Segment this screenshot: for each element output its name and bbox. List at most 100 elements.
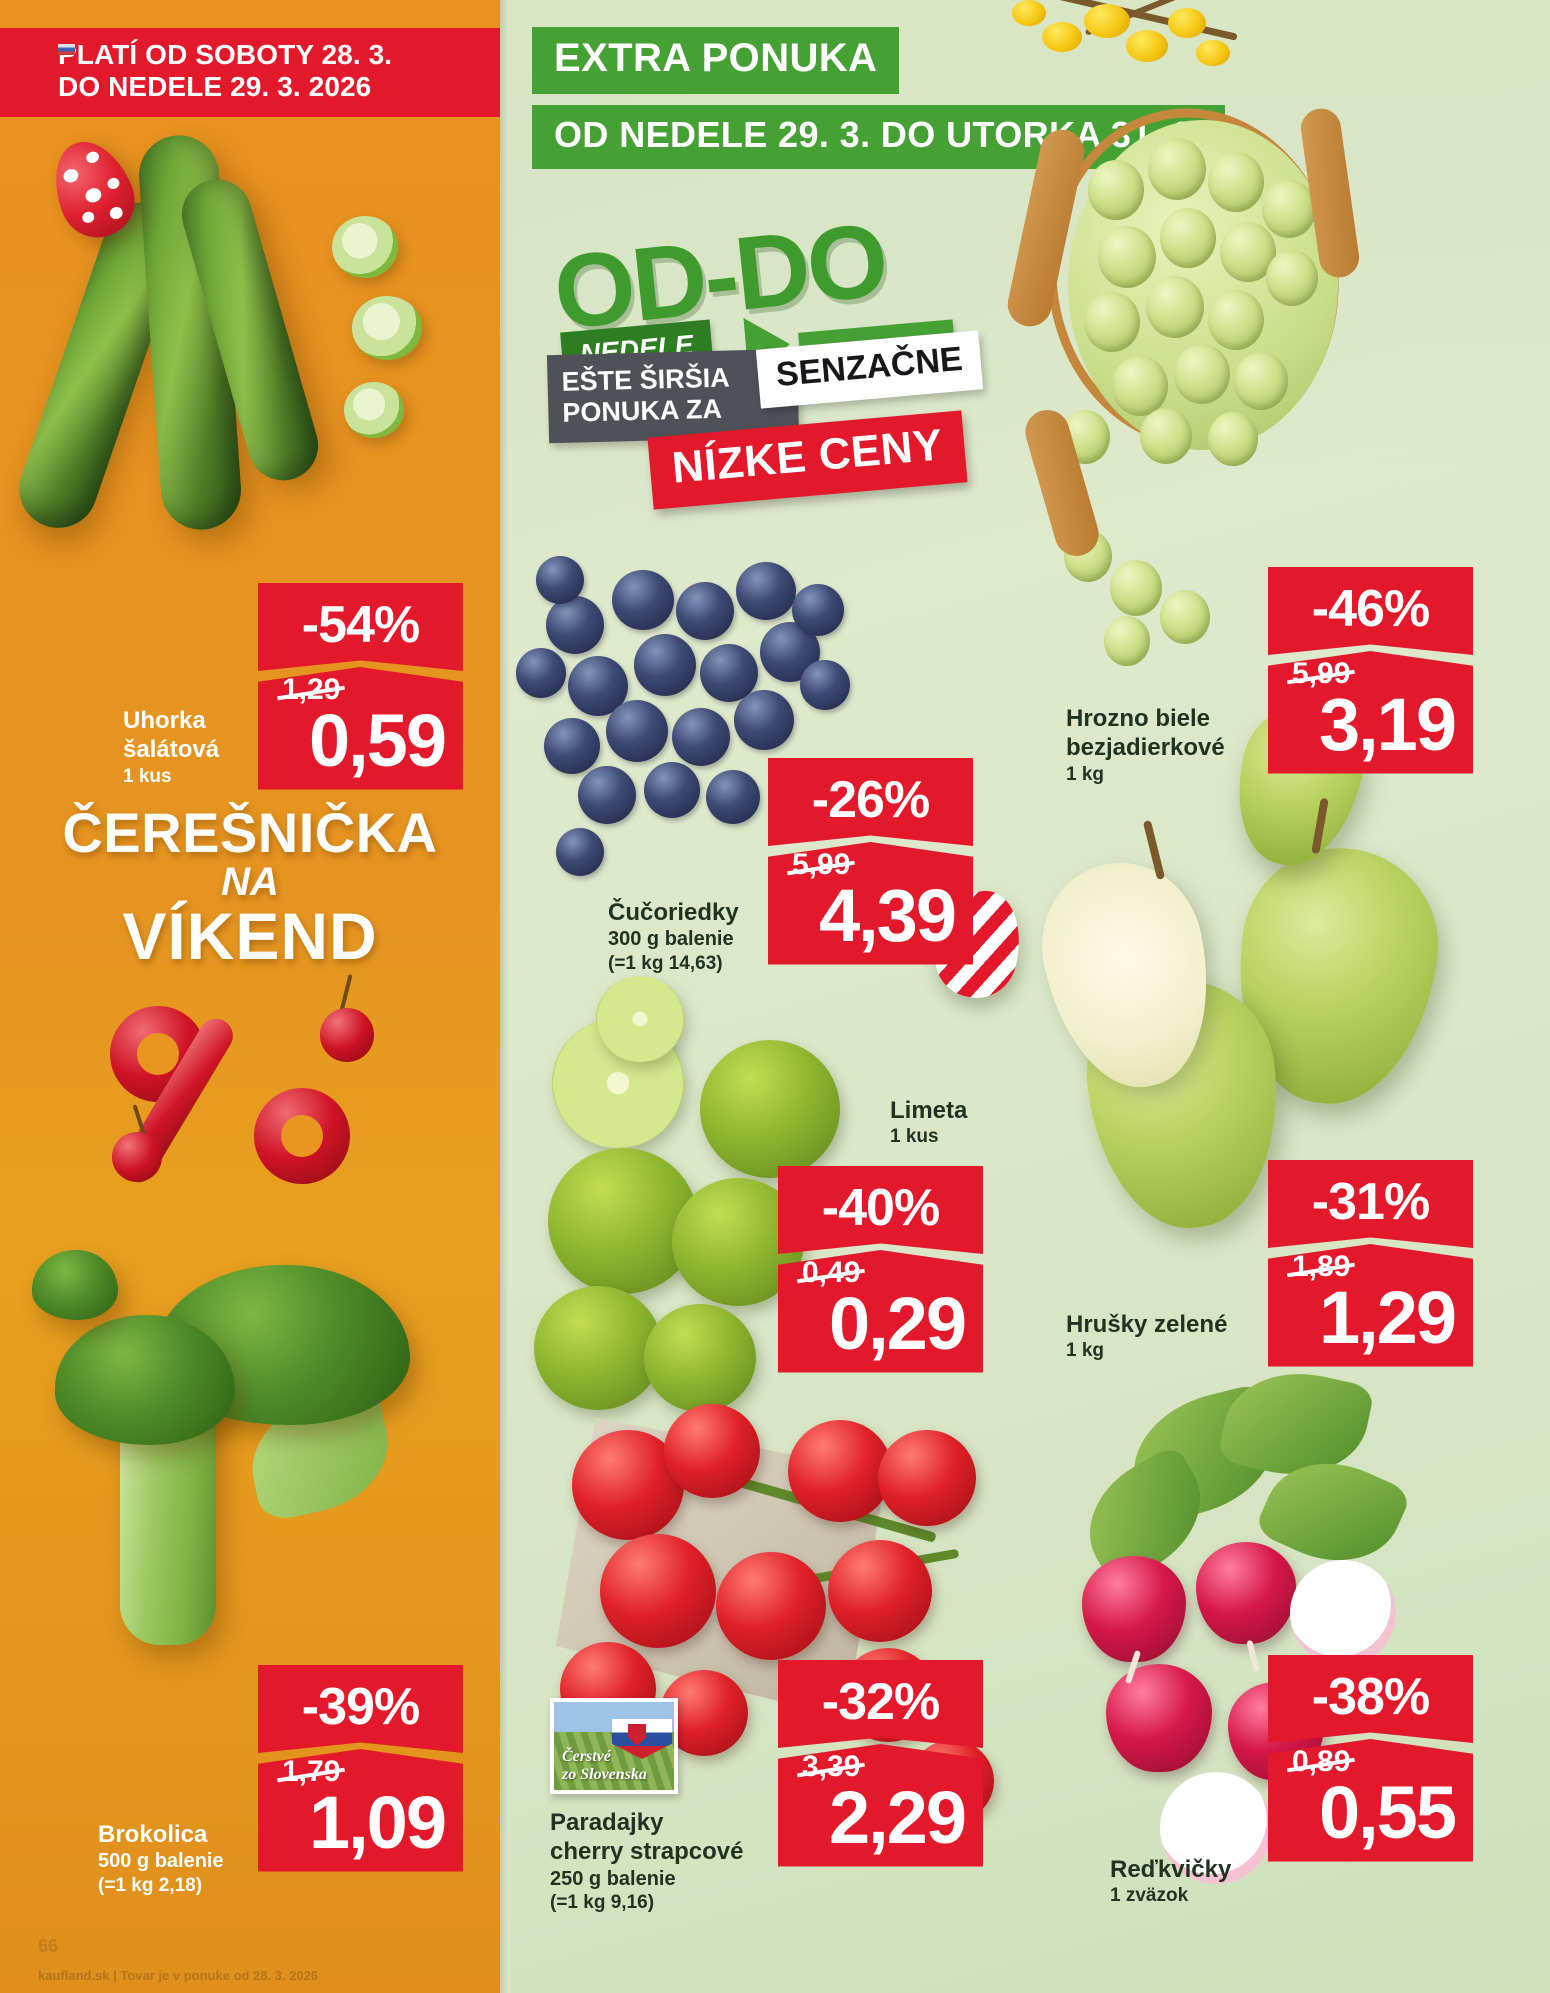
left-orange-panel: ČEREŠNIČKA NA VÍKEND 66 kaufland.sk | To… xyxy=(0,0,500,1993)
product-name2-hrozno: bezjadierkové xyxy=(1066,734,1225,762)
slovak-shield-icon xyxy=(628,1724,646,1746)
caption-limeta: Limeta 1 kus xyxy=(890,1096,1060,1148)
product-name2-hrusky: 1 kg xyxy=(1066,1340,1105,1362)
price-tag-paradajky[interactable]: -32% 3,39 2,29 xyxy=(778,1660,983,1867)
discount-badge-redkvicky: -38% xyxy=(1268,1655,1473,1743)
caption-paradajky: Paradajky cherry strapcové 250 g balenie… xyxy=(550,1808,770,1914)
product-unit-uhorka: 1 kus xyxy=(123,765,172,787)
product-unit-paradajky: (=1 kg 9,16) xyxy=(550,1891,655,1913)
origin-badge-slovakia: Čerstvé zo Slovenska xyxy=(550,1698,678,1794)
price-box-cucoriedky: 5,99 4,39 xyxy=(768,842,973,965)
price-tag-cucoriedky[interactable]: -26% 5,99 4,39 xyxy=(768,758,973,965)
cucumber-slice-image xyxy=(332,216,398,278)
caption-redkvicky: Reďkvičky 1 zväzok xyxy=(1110,1855,1300,1907)
product-name-redkvicky: Reďkvičky xyxy=(1110,1856,1232,1883)
cucumber-slice-image xyxy=(344,382,404,438)
product-name-hrozno: Hrozno biele xyxy=(1066,705,1211,732)
price-box-brokolica: 1,79 1,09 xyxy=(258,1749,463,1872)
price-tag-redkvicky[interactable]: -38% 0,89 0,55 xyxy=(1268,1655,1473,1862)
forsythia-bloom-icon xyxy=(1042,22,1082,52)
weekend-promo-line3: VÍKEND xyxy=(122,899,378,974)
product-name-cucoriedky: Čučoriedky xyxy=(608,899,739,926)
product-unit-cucoriedky: (=1 kg 14,63) xyxy=(608,952,723,974)
caption-uhorka: Uhorka šalátová 1 kus xyxy=(123,706,263,788)
product-name-paradajky: Paradajky xyxy=(550,1809,664,1836)
new-price-cucoriedky: 4,39 xyxy=(818,874,957,957)
caption-hrozno: Hrozno biele bezjadierkové 1 kg xyxy=(1066,704,1266,786)
product-name2-limeta: 1 kus xyxy=(890,1126,939,1148)
validity-line-2: DO NEDELE 29. 3. 2026 xyxy=(58,71,372,103)
new-price-hrusky: 1,29 xyxy=(1318,1276,1457,1359)
forsythia-bloom-icon xyxy=(1084,4,1130,38)
price-tag-hrozno[interactable]: -46% 5,99 3,19 xyxy=(1268,567,1473,774)
discount-badge-limeta: -40% xyxy=(778,1166,983,1254)
panel-divider xyxy=(500,0,510,1993)
forsythia-bloom-icon xyxy=(1012,0,1046,26)
product-name-brokolica: Brokolica xyxy=(98,1821,208,1848)
discount-badge-brokolica: -39% xyxy=(258,1665,463,1753)
cucumber-slice-image xyxy=(352,296,422,360)
header-badge-dates: OD NEDELE 29. 3. DO UTORKA 31. 3. xyxy=(532,105,1226,169)
percent-cherry-graphic xyxy=(104,974,394,1190)
forsythia-bloom-icon xyxy=(1168,8,1206,38)
price-box-hrozno: 5,99 3,19 xyxy=(1268,651,1473,774)
old-price-brokolica: 1,79 xyxy=(282,1755,341,1788)
product-name2-redkvicky: 1 zväzok xyxy=(1110,1885,1189,1907)
new-price-redkvicky: 0,55 xyxy=(1318,1771,1457,1854)
old-price-paradajky: 3,39 xyxy=(802,1750,861,1783)
price-box-uhorka: 1,29 0,59 xyxy=(258,667,463,790)
weekend-promo-line1: ČEREŠNIČKA xyxy=(62,801,438,864)
product-name2-cucoriedky: 300 g balenie xyxy=(608,928,734,951)
old-price-hrozno: 5,99 xyxy=(1292,657,1351,690)
new-price-uhorka: 0,59 xyxy=(308,699,447,782)
broccoli-floret-image xyxy=(32,1250,118,1320)
old-price-limeta: 0,49 xyxy=(802,1256,861,1289)
product-name2-brokolica: 500 g balenie xyxy=(98,1850,224,1873)
product-name2-paradajky: cherry strapcové xyxy=(550,1838,744,1866)
validity-line-1: PLATÍ OD SOBOTY 28. 3. xyxy=(58,39,393,70)
old-price-hrusky: 1,89 xyxy=(1292,1250,1351,1283)
validity-banner: PLATÍ OD SOBOTY 28. 3. DO NEDELE 29. 3. … xyxy=(0,28,500,117)
new-price-brokolica: 1,09 xyxy=(308,1781,447,1864)
header-badge-extra-ponuka: EXTRA PONUKA xyxy=(532,27,900,94)
price-tag-hrusky[interactable]: -31% 1,89 1,29 xyxy=(1268,1160,1473,1367)
new-price-paradajky: 2,29 xyxy=(828,1776,967,1859)
discount-badge-hrozno: -46% xyxy=(1268,567,1473,655)
forsythia-bloom-icon xyxy=(1196,40,1230,66)
product-name-limeta: Limeta xyxy=(890,1097,968,1124)
caption-cucoriedky: Čučoriedky 300 g balenie (=1 kg 14,63) xyxy=(608,898,798,975)
discount-badge-paradajky: -32% xyxy=(778,1660,983,1748)
caption-brokolica: Brokolica 500 g balenie (=1 kg 2,18) xyxy=(98,1820,258,1897)
price-tag-limeta[interactable]: -40% 0,49 0,29 xyxy=(778,1166,983,1373)
origin-badge-line1: Čerstvé xyxy=(562,1748,611,1766)
new-price-limeta: 0,29 xyxy=(828,1282,967,1365)
discount-badge-hrusky: -31% xyxy=(1268,1160,1473,1248)
price-box-hrusky: 1,89 1,29 xyxy=(1268,1244,1473,1367)
product-name2-uhorka: šalátová xyxy=(123,736,220,764)
page-number: 66 xyxy=(38,1936,59,1956)
discount-badge-cucoriedky: -26% xyxy=(768,758,973,846)
promo-subtitle-line2: PONUKA ZA xyxy=(562,393,723,428)
price-tag-uhorka[interactable]: -54% 1,29 0,59 xyxy=(258,583,463,790)
price-box-redkvicky: 0,89 0,55 xyxy=(1268,1739,1473,1862)
product-unit-brokolica: (=1 kg 2,18) xyxy=(98,1874,203,1896)
flag-icon xyxy=(58,44,75,55)
old-price-cucoriedky: 5,99 xyxy=(792,848,851,881)
broccoli-image xyxy=(55,1315,235,1445)
new-price-hrozno: 3,19 xyxy=(1318,683,1457,766)
price-box-paradajky: 3,39 2,29 xyxy=(778,1744,983,1867)
origin-badge-text: Čerstvé zo Slovenska xyxy=(562,1748,647,1784)
price-box-limeta: 0,49 0,29 xyxy=(778,1250,983,1373)
weekend-promo-line2: NA xyxy=(221,860,279,904)
product-name-uhorka: Uhorka xyxy=(123,707,206,734)
price-tag-brokolica[interactable]: -39% 1,79 1,09 xyxy=(258,1665,463,1872)
product-unit-hrozno: 1 kg xyxy=(1066,763,1105,785)
discount-badge-uhorka: -54% xyxy=(258,583,463,671)
origin-badge-line2: zo Slovenska xyxy=(562,1766,647,1784)
old-price-redkvicky: 0,89 xyxy=(1292,1745,1351,1778)
footer-note: kaufland.sk | Tovar je v ponuke od 28. 3… xyxy=(38,1968,319,1984)
caption-hrusky: Hrušky zelené 1 kg xyxy=(1066,1310,1266,1362)
forsythia-bloom-icon xyxy=(1126,30,1168,62)
product-name-hrusky: Hrušky zelené xyxy=(1066,1311,1228,1338)
